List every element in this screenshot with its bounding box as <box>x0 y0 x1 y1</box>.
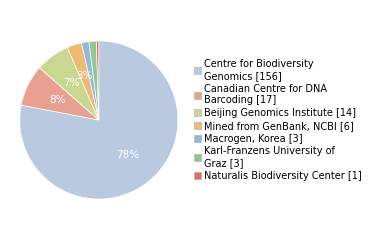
Wedge shape <box>96 41 99 120</box>
Text: 78%: 78% <box>116 150 139 160</box>
Wedge shape <box>20 41 178 199</box>
Wedge shape <box>21 68 99 120</box>
Wedge shape <box>40 48 99 120</box>
Wedge shape <box>89 41 99 120</box>
Legend: Centre for Biodiversity
Genomics [156], Canadian Centre for DNA
Barcoding [17], : Centre for Biodiversity Genomics [156], … <box>194 60 362 180</box>
Text: 8%: 8% <box>49 95 66 105</box>
Text: 3%: 3% <box>76 72 93 81</box>
Text: 7%: 7% <box>63 78 80 88</box>
Wedge shape <box>67 43 99 120</box>
Wedge shape <box>82 42 99 120</box>
